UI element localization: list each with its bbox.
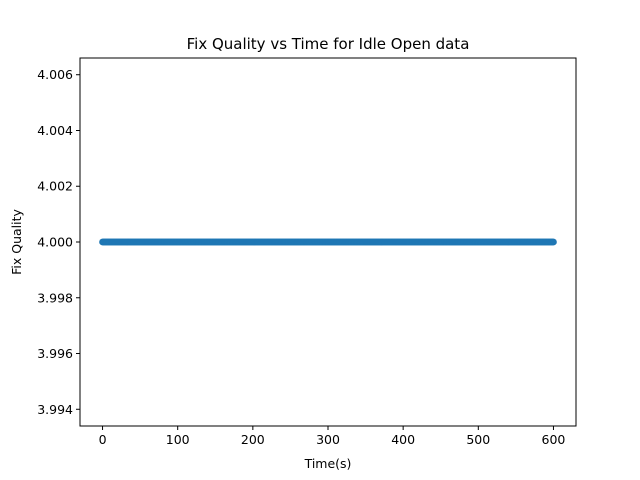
plot-frame (79, 57, 577, 427)
y-tick-label: 4.004 (37, 123, 73, 138)
x-axis-title: Time(s) (304, 456, 352, 471)
y-tick-label: 3.998 (37, 290, 73, 305)
data-points (99, 238, 557, 246)
x-tick-label: 0 (99, 432, 107, 447)
y-tick-label: 4.006 (37, 67, 73, 82)
x-tick-label: 300 (316, 432, 340, 447)
x-axis-ticks: 0 100 200 300 400 500 600 (99, 426, 566, 447)
x-tick-label: 100 (166, 432, 190, 447)
y-tick-label: 3.996 (37, 346, 73, 361)
x-tick-label: 600 (542, 432, 566, 447)
chart-title: Fix Quality vs Time for Idle Open data (187, 35, 470, 53)
y-tick-label: 3.994 (37, 402, 73, 417)
y-axis-title: Fix Quality (9, 209, 24, 275)
y-tick-label: 4.002 (37, 179, 73, 194)
x-tick-label: 200 (241, 432, 265, 447)
x-tick-label: 500 (466, 432, 490, 447)
y-tick-label: 4.000 (37, 235, 73, 250)
x-tick-label: 400 (391, 432, 415, 447)
data-point (550, 238, 557, 246)
y-axis-ticks: 3.994 3.996 3.998 4.000 4.002 4.004 4.006 (37, 67, 80, 417)
